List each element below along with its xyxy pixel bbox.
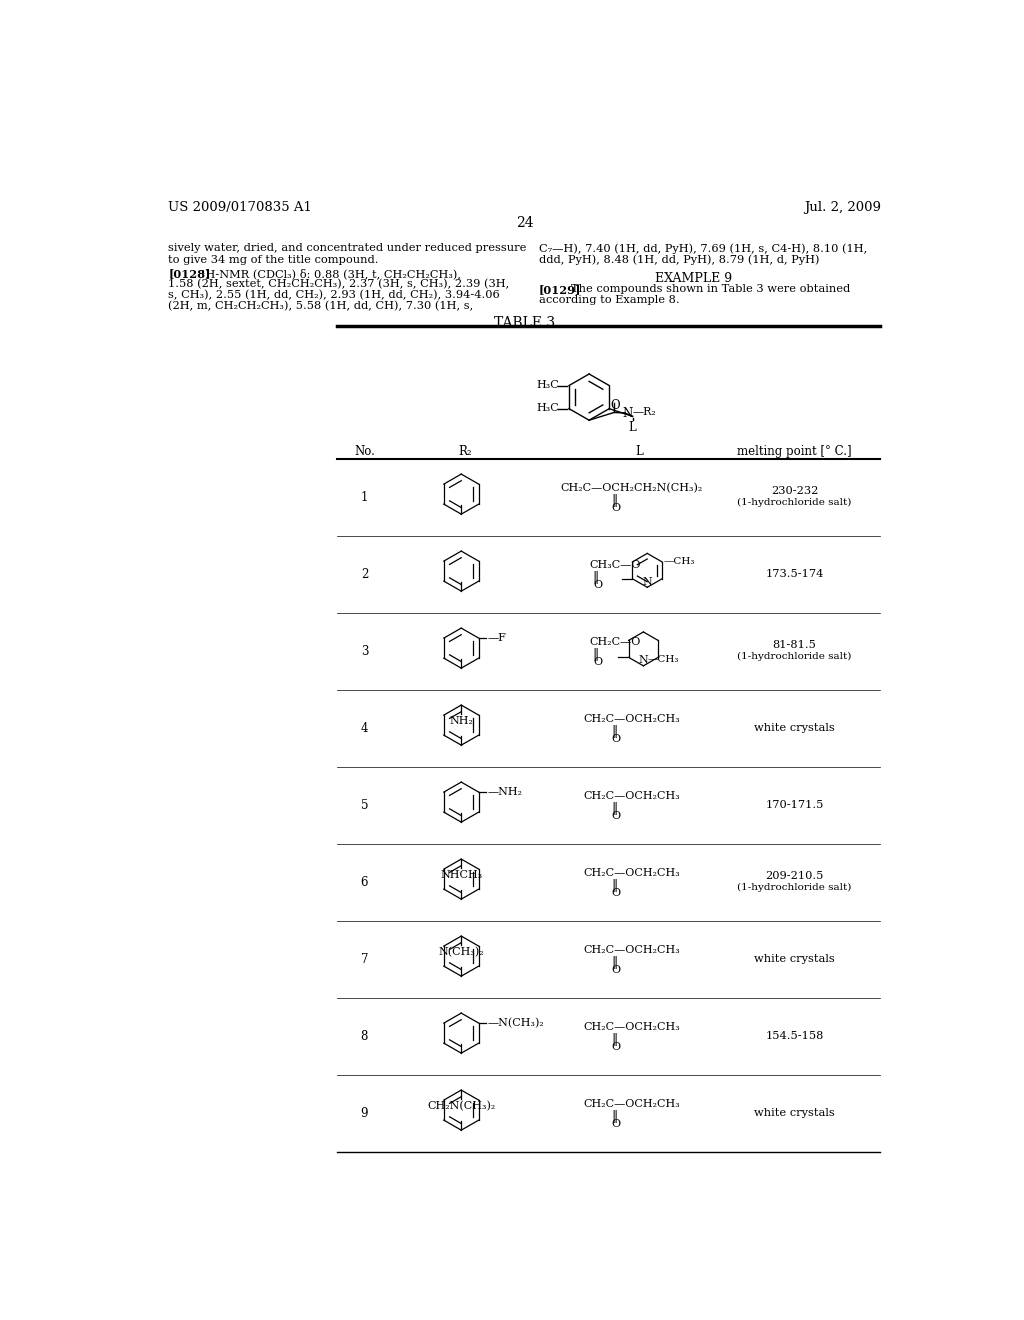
Text: white crystals: white crystals — [754, 954, 835, 964]
Text: O: O — [611, 734, 621, 744]
Text: N: N — [623, 407, 633, 420]
Text: —CH₃: —CH₃ — [664, 557, 695, 566]
Text: CH₂C—OCH₂CH₃: CH₂C—OCH₂CH₃ — [584, 945, 680, 956]
Text: R₂: R₂ — [459, 445, 472, 458]
Text: No.: No. — [354, 445, 375, 458]
Text: to give 34 mg of the title compound.: to give 34 mg of the title compound. — [168, 255, 379, 264]
Text: ‖: ‖ — [592, 648, 598, 661]
Text: ddd, PyH), 8.48 (1H, dd, PyH), 8.79 (1H, d, PyH): ddd, PyH), 8.48 (1H, dd, PyH), 8.79 (1H,… — [539, 255, 819, 265]
Text: N(CH₃)₂: N(CH₃)₂ — [438, 946, 484, 957]
Text: NH₂: NH₂ — [450, 715, 473, 726]
Text: ‖: ‖ — [611, 494, 617, 507]
Text: according to Example 8.: according to Example 8. — [539, 294, 679, 305]
Text: 8: 8 — [360, 1030, 368, 1043]
Text: 170-171.5: 170-171.5 — [765, 800, 823, 810]
Text: (1-hydrochloride salt): (1-hydrochloride salt) — [737, 883, 852, 892]
Text: TABLE 3: TABLE 3 — [495, 317, 555, 330]
Text: O: O — [610, 399, 621, 412]
Text: CH₂N(CH₃)₂: CH₂N(CH₃)₂ — [427, 1101, 496, 1111]
Text: white crystals: white crystals — [754, 1109, 835, 1118]
Text: O: O — [611, 503, 621, 513]
Text: ‖: ‖ — [611, 956, 617, 969]
Text: 7: 7 — [360, 953, 368, 966]
Text: ‖: ‖ — [611, 1110, 617, 1123]
Text: (1-hydrochloride salt): (1-hydrochloride salt) — [737, 498, 852, 507]
Text: [0129]: [0129] — [539, 284, 582, 294]
Text: N: N — [639, 655, 648, 665]
Text: O: O — [593, 581, 602, 590]
Text: sively water, dried, and concentrated under reduced pressure: sively water, dried, and concentrated un… — [168, 243, 526, 253]
Text: —R₂: —R₂ — [633, 407, 656, 417]
Text: melting point [° C.]: melting point [° C.] — [737, 445, 852, 458]
Text: —F: —F — [487, 634, 506, 643]
Text: 1.58 (2H, sextet, CH₂CH₂CH₃), 2.37 (3H, s, CH₃), 2.39 (3H,: 1.58 (2H, sextet, CH₂CH₂CH₃), 2.37 (3H, … — [168, 280, 510, 289]
Text: s, CH₃), 2.55 (1H, dd, CH₂), 2.93 (1H, dd, CH₂), 3.94-4.06: s, CH₃), 2.55 (1H, dd, CH₂), 2.93 (1H, d… — [168, 290, 500, 301]
Text: CH₃C—O: CH₃C—O — [589, 560, 641, 570]
Text: The compounds shown in Table 3 were obtained: The compounds shown in Table 3 were obta… — [571, 284, 851, 294]
Text: 81-81.5: 81-81.5 — [772, 640, 816, 649]
Text: 4: 4 — [360, 722, 368, 735]
Text: ‖: ‖ — [611, 1034, 617, 1047]
Text: 6: 6 — [360, 875, 368, 888]
Text: 209-210.5: 209-210.5 — [765, 871, 823, 880]
Text: 3: 3 — [360, 644, 368, 657]
Text: CH₂C—OCH₂CH₃: CH₂C—OCH₂CH₃ — [584, 714, 680, 725]
Text: 173.5-174: 173.5-174 — [765, 569, 823, 579]
Text: Jul. 2, 2009: Jul. 2, 2009 — [804, 201, 882, 214]
Text: ‖: ‖ — [611, 725, 617, 738]
Text: 2: 2 — [360, 568, 368, 581]
Text: 154.5-158: 154.5-158 — [765, 1031, 823, 1041]
Text: 230-232: 230-232 — [771, 486, 818, 496]
Text: O: O — [611, 1043, 621, 1052]
Text: CH₂C—OCH₂CH₃: CH₂C—OCH₂CH₃ — [584, 1022, 680, 1032]
Text: (1-hydrochloride salt): (1-hydrochloride salt) — [737, 652, 852, 661]
Text: O: O — [611, 812, 621, 821]
Text: (2H, m, CH₂CH₂CH₃), 5.58 (1H, dd, CH), 7.30 (1H, s,: (2H, m, CH₂CH₂CH₃), 5.58 (1H, dd, CH), 7… — [168, 301, 473, 312]
Text: L: L — [636, 445, 643, 458]
Text: ‖: ‖ — [611, 879, 617, 892]
Text: L: L — [629, 421, 636, 434]
Text: white crystals: white crystals — [754, 723, 835, 733]
Text: O: O — [611, 965, 621, 975]
Text: ‖: ‖ — [592, 572, 598, 585]
Text: 9: 9 — [360, 1106, 368, 1119]
Text: CH₂C—OCH₂CH₃: CH₂C—OCH₂CH₃ — [584, 792, 680, 801]
Text: ¹H-NMR (CDCl₃) δ: 0.88 (3H, t, CH₂CH₂CH₃),: ¹H-NMR (CDCl₃) δ: 0.88 (3H, t, CH₂CH₂CH₃… — [201, 268, 461, 280]
Text: CH₂C—OCH₂CH₃: CH₂C—OCH₂CH₃ — [584, 1100, 680, 1109]
Text: C₇—H), 7.40 (1H, dd, PyH), 7.69 (1H, s, C4-H), 8.10 (1H,: C₇—H), 7.40 (1H, dd, PyH), 7.69 (1H, s, … — [539, 243, 867, 253]
Text: NHCH₃: NHCH₃ — [440, 870, 482, 880]
Text: [0128]: [0128] — [168, 268, 211, 280]
Text: H₃C: H₃C — [537, 404, 559, 413]
Text: CH₂C—O: CH₂C—O — [589, 638, 640, 647]
Text: EXAMPLE 9: EXAMPLE 9 — [655, 272, 732, 285]
Text: ‖: ‖ — [611, 803, 617, 816]
Text: —NH₂: —NH₂ — [487, 787, 522, 797]
Text: N: N — [642, 577, 652, 586]
Text: H₃C: H₃C — [537, 380, 559, 391]
Text: O: O — [611, 888, 621, 899]
Text: O: O — [611, 1119, 621, 1130]
Text: —CH₃: —CH₃ — [647, 655, 679, 664]
Text: US 2009/0170835 A1: US 2009/0170835 A1 — [168, 201, 312, 214]
Text: O: O — [593, 657, 602, 668]
Text: CH₂C—OCH₂CH₂N(CH₃)₂: CH₂C—OCH₂CH₂N(CH₃)₂ — [560, 483, 702, 494]
Text: 1: 1 — [360, 491, 368, 504]
Text: 24: 24 — [516, 216, 534, 230]
Text: 5: 5 — [360, 799, 368, 812]
Text: —N(CH₃)₂: —N(CH₃)₂ — [487, 1018, 544, 1028]
Text: CH₂C—OCH₂CH₃: CH₂C—OCH₂CH₃ — [584, 869, 680, 878]
